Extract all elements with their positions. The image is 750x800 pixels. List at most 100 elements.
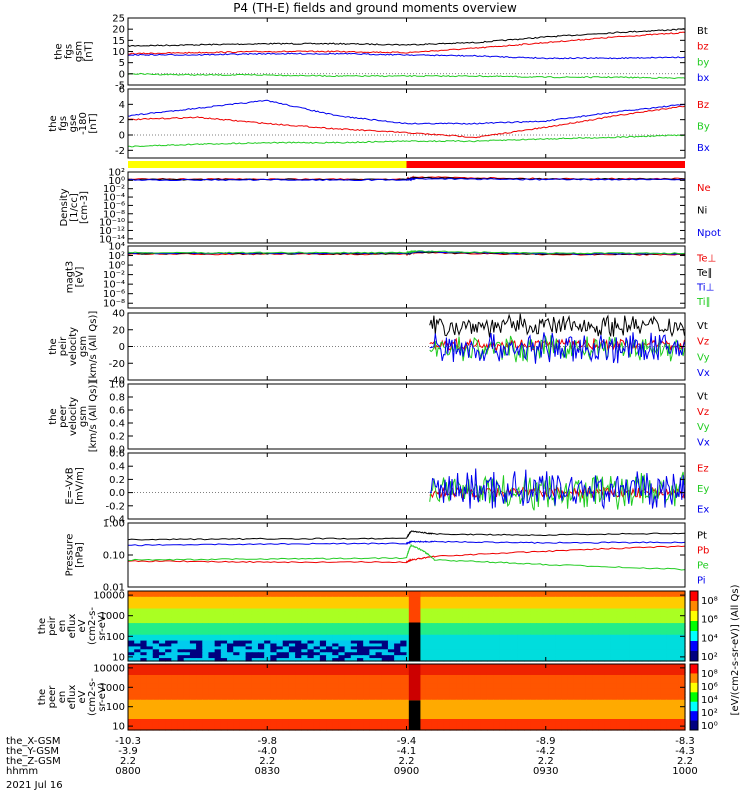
spectrogram-cell (276, 675, 284, 679)
spectrogram-cell (462, 680, 469, 684)
spectrogram-cell (567, 694, 575, 698)
spectrogram-cell (363, 688, 370, 693)
spectrogram-cell (344, 675, 352, 679)
spectrogram-cell (672, 699, 680, 704)
spectrogram-cell (604, 724, 612, 728)
spectrogram-cell (177, 614, 185, 618)
spectrogram-cell (400, 683, 408, 687)
spectrogram-cell (344, 680, 352, 684)
spectrogram-cell (251, 719, 259, 723)
spectrogram-cell (437, 652, 445, 656)
spectrogram-cell (356, 705, 364, 709)
spectrogram-cell (220, 683, 228, 687)
spectrogram-cell (134, 658, 141, 662)
spectrogram-cell (183, 686, 191, 690)
spectrogram-cell (437, 688, 445, 693)
spectrogram-cell (505, 623, 513, 627)
spectrogram-cell (363, 614, 370, 618)
spectrogram-cell (672, 705, 680, 709)
spectrogram-cell (505, 596, 513, 601)
spectrogram-cell (499, 708, 507, 712)
spectrogram-cell (295, 655, 302, 659)
spectrogram-cell (443, 599, 451, 604)
spectrogram-cell (462, 634, 469, 639)
spectrogram-cell (375, 608, 383, 613)
spectrogram-cell (239, 637, 247, 642)
spectrogram-cell (381, 688, 389, 693)
spectrogram-cell (332, 605, 340, 610)
page-title: P4 (TH-E) fields and ground moments over… (233, 1, 517, 15)
spectrogram-cell (449, 614, 457, 618)
spectrogram-cell (437, 614, 445, 618)
spectrogram-cell (288, 688, 296, 693)
spectrogram-cell (561, 608, 569, 613)
spectrogram-cell (666, 694, 674, 698)
spectrogram-cell (524, 716, 531, 720)
spectrogram-cell (542, 623, 550, 627)
spectrogram-cell (319, 727, 327, 731)
spectrogram-cell (616, 634, 624, 639)
spectrogram-cell (338, 699, 346, 704)
spectrogram-cell (499, 675, 507, 679)
spectrogram-cell (220, 699, 228, 704)
spectrogram-cell (449, 626, 457, 630)
spectrogram-cell (536, 605, 544, 610)
spectrogram-cell (251, 608, 259, 613)
spectrogram-cell (344, 652, 352, 656)
spectrogram-cell (635, 591, 643, 595)
spectrogram-cell (251, 599, 259, 604)
x-axis-value: -9.8 (257, 736, 277, 747)
spectrogram-cell (288, 664, 296, 668)
y-axis-label: thepeervelocitygsm[km/s (All Qs)] (48, 381, 99, 453)
spectrogram-cell (561, 716, 569, 720)
spectrogram-cell (177, 664, 185, 668)
spectrogram-cell (592, 658, 599, 662)
spectrogram-cell (233, 691, 240, 695)
spectrogram-cell (449, 664, 457, 668)
spectrogram-cell (202, 599, 210, 604)
spectrogram-cell (307, 697, 315, 701)
spectrogram-cell (418, 637, 426, 642)
spectrogram-cell (449, 637, 457, 642)
spectrogram-cell (171, 691, 179, 695)
spectrogram-cell (592, 677, 599, 682)
spectrogram-cell (140, 591, 148, 595)
spectrogram-cell (202, 721, 210, 726)
spectrogram-cell (573, 608, 581, 613)
spectrogram-cell (530, 591, 538, 595)
spectrogram-cell (585, 721, 593, 726)
spectrogram-cell (344, 599, 352, 604)
spectrogram-cell (672, 617, 680, 621)
spectrogram-cell (220, 596, 228, 601)
spectrogram-cell (307, 646, 315, 650)
spectrogram-cell (350, 677, 358, 682)
spectrogram-cell (592, 719, 599, 723)
spectrogram-cell (326, 688, 333, 693)
spectrogram-cell (363, 710, 370, 715)
spectrogram-cell (264, 697, 271, 701)
spectrogram-cell (227, 710, 234, 715)
spectrogram-cell (202, 623, 210, 627)
spectrogram-cell (616, 727, 624, 731)
spectrogram-cell (641, 702, 649, 706)
spectrogram-cell (486, 623, 494, 627)
spectrogram-cell (338, 675, 346, 679)
spectrogram-cell (165, 631, 172, 636)
spectrogram-cell (641, 675, 649, 679)
spectrogram-cell (548, 623, 556, 627)
spectrogram-cell (641, 637, 649, 642)
spectrogram-cell (610, 640, 618, 645)
spectrogram-cell (623, 710, 630, 715)
spectrogram-cell (146, 652, 154, 656)
spectrogram-cell (301, 680, 309, 684)
spectrogram-cell (437, 640, 445, 645)
spectrogram-cell (610, 652, 618, 656)
spectrogram-cell (592, 634, 599, 639)
spectrogram-cell (493, 699, 500, 704)
spectrogram-cell (598, 697, 606, 701)
spectrogram-cell (128, 640, 135, 645)
spectrogram-cell (400, 721, 408, 726)
spectrogram-cell (295, 620, 302, 624)
spectrogram-cell (616, 697, 624, 701)
spectrogram-cell (493, 713, 500, 717)
